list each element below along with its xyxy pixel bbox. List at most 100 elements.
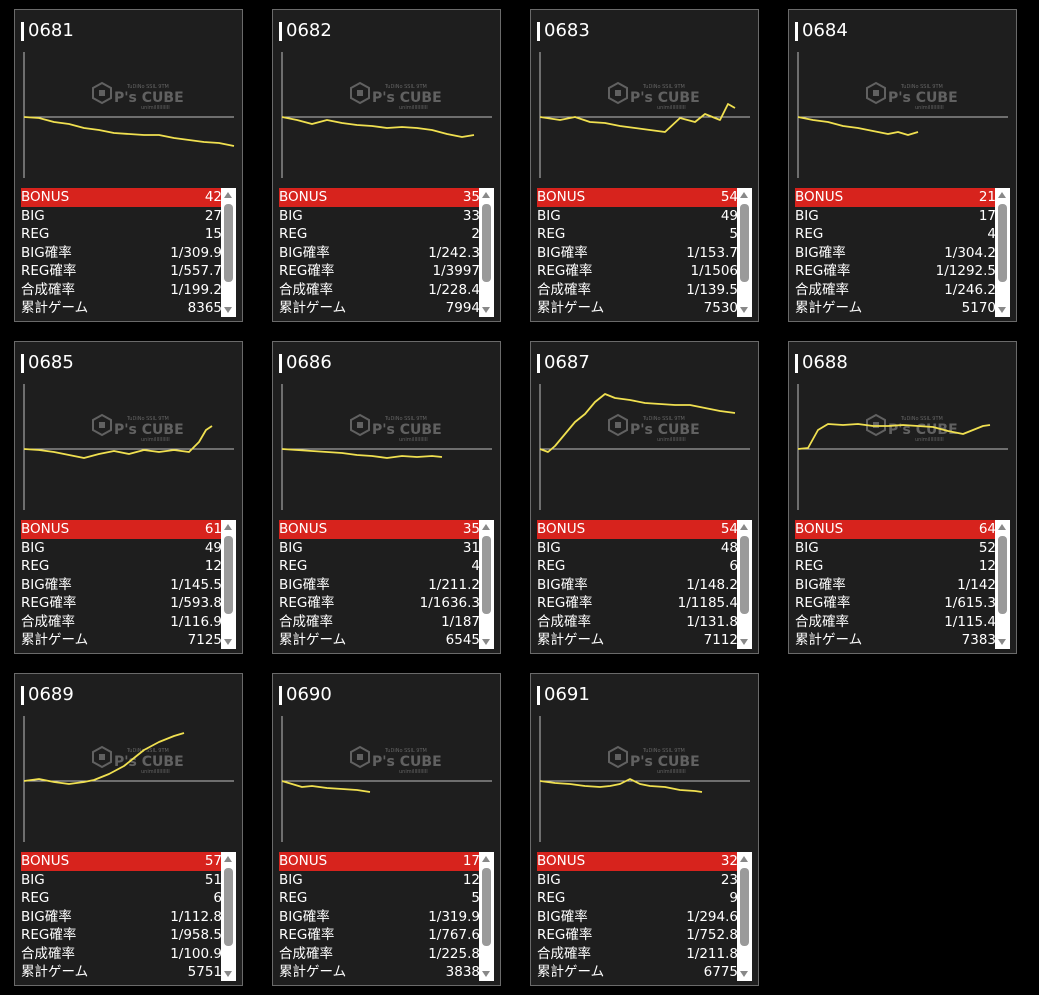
- stats-list[interactable]: BONUS 57 BIG 51 REG 6 BIG確率 1/112.8 REG確率 1/958.5…: [21, 852, 236, 981]
- scrollbar[interactable]: [737, 520, 752, 649]
- scroll-thumb[interactable]: [224, 868, 233, 946]
- scroll-up-arrow-icon[interactable]: [224, 524, 232, 530]
- scroll-down-arrow-icon[interactable]: [482, 639, 490, 645]
- stat-row-reg-rate: REG確率 1/1506: [537, 262, 740, 281]
- stat-label: 累計ゲーム: [279, 300, 347, 316]
- stats-list[interactable]: BONUS 54 BIG 48 REG 6 BIG確率 1/148.2 REG確率 1/1185.…: [537, 520, 752, 649]
- machine-card[interactable]: 0682 P's CUBE TuDiNo SSIL 9TM unimiIIIIIIII…: [272, 9, 501, 322]
- stat-label: REG: [279, 890, 308, 906]
- scrollbar[interactable]: [995, 520, 1010, 649]
- scroll-down-arrow-icon[interactable]: [740, 307, 748, 313]
- title-accent-bar: [537, 22, 540, 41]
- scroll-up-arrow-icon[interactable]: [482, 856, 490, 862]
- payout-graph: P's CUBE TuDiNo SSIL 9TM unimiIIIIIIIIII: [537, 382, 752, 510]
- stats-list[interactable]: BONUS 64 BIG 52 REG 12 BIG確率 1/142 REG確率 1/615.3 合…: [795, 520, 1010, 649]
- scroll-thumb[interactable]: [740, 204, 749, 282]
- stat-value: 1/228.4: [428, 281, 480, 298]
- stat-label: REG確率: [795, 263, 851, 279]
- watermark-brand: P's CUBE: [372, 422, 442, 438]
- scroll-up-arrow-icon[interactable]: [740, 192, 748, 198]
- machine-card[interactable]: 0687 P's CUBE TuDiNo SSIL 9TM unimiIIIIIIII…: [530, 341, 759, 654]
- machine-card[interactable]: 0688 P's CUBE TuDiNo SSIL 9TM unimiIIIIIIII…: [788, 341, 1017, 654]
- scroll-thumb[interactable]: [224, 204, 233, 282]
- stat-row-big-rate: BIG確率 1/153.7: [537, 244, 740, 263]
- scroll-thumb[interactable]: [998, 536, 1007, 614]
- scrollbar[interactable]: [995, 188, 1010, 317]
- machine-card[interactable]: 0684 P's CUBE TuDiNo SSIL 9TM unimiIIIIIIII…: [788, 9, 1017, 322]
- machine-card[interactable]: 0681 P's CUBE TuDiNo SSIL 9TM unimiIIIIIIII…: [14, 9, 243, 322]
- stat-value: 1/1185.4: [677, 595, 738, 611]
- stat-row-big-rate: BIG確率 1/319.9: [279, 908, 482, 927]
- scrollbar[interactable]: [479, 188, 494, 317]
- stats-list[interactable]: BONUS 61 BIG 49 REG 12 BIG確率 1/145.5 REG確率 1/593.…: [21, 520, 236, 649]
- scroll-up-arrow-icon[interactable]: [482, 192, 490, 198]
- machine-number: 0688: [802, 352, 848, 373]
- stat-value: 1/199.2: [170, 281, 222, 298]
- stat-label: 合成確率: [21, 613, 75, 630]
- machine-card[interactable]: 0686 P's CUBE TuDiNo SSIL 9TM unimiIIIIIIII…: [272, 341, 501, 654]
- stat-row-combined-rate: 合成確率 1/116.9: [21, 613, 224, 632]
- machine-number: 0690: [286, 684, 332, 705]
- stat-label: 合成確率: [795, 613, 849, 630]
- title-accent-bar: [21, 354, 24, 373]
- scroll-down-arrow-icon[interactable]: [482, 307, 490, 313]
- scroll-up-arrow-icon[interactable]: [224, 192, 232, 198]
- stat-row-big: BIG 51: [21, 871, 224, 890]
- scrollbar[interactable]: [221, 520, 236, 649]
- scroll-up-arrow-icon[interactable]: [224, 856, 232, 862]
- stats-list[interactable]: BONUS 42 BIG 27 REG 15 BIG確率 1/309.9 REG確率 1/557.…: [21, 188, 236, 317]
- stat-row-big: BIG 49: [21, 539, 224, 558]
- scroll-thumb[interactable]: [482, 868, 491, 946]
- stats-list[interactable]: BONUS 17 BIG 12 REG 5 BIG確率 1/319.9 REG確率 1/767.6…: [279, 852, 494, 981]
- scrollbar[interactable]: [479, 520, 494, 649]
- scroll-down-arrow-icon[interactable]: [224, 971, 232, 977]
- scroll-down-arrow-icon[interactable]: [998, 639, 1006, 645]
- scroll-down-arrow-icon[interactable]: [740, 971, 748, 977]
- scroll-up-arrow-icon[interactable]: [482, 524, 490, 530]
- title-accent-bar: [21, 686, 24, 705]
- machine-card[interactable]: 0685 P's CUBE TuDiNo SSIL 9TM unimiIIIIIIII…: [14, 341, 243, 654]
- stat-value: 1/752.8: [686, 927, 738, 943]
- stats-list[interactable]: BONUS 35 BIG 31 REG 4 BIG確率 1/211.2 REG確率 1/1636.…: [279, 520, 494, 649]
- stat-row-reg-rate: REG確率 1/1636.3: [279, 594, 482, 613]
- stats-list[interactable]: BONUS 54 BIG 49 REG 5 BIG確率 1/153.7 REG確率 1/1506 合…: [537, 188, 752, 317]
- stat-value: 1/153.7: [686, 244, 738, 261]
- scroll-up-arrow-icon[interactable]: [998, 524, 1006, 530]
- machine-card[interactable]: 0689 P's CUBE TuDiNo SSIL 9TM unimiIIIIIIII…: [14, 673, 243, 986]
- scrollbar[interactable]: [221, 852, 236, 981]
- scroll-thumb[interactable]: [482, 204, 491, 282]
- scrollbar[interactable]: [479, 852, 494, 981]
- stats-list[interactable]: BONUS 35 BIG 33 REG 2 BIG確率 1/242.3 REG確率 1/3997 合…: [279, 188, 494, 317]
- scroll-up-arrow-icon[interactable]: [740, 524, 748, 530]
- scroll-down-arrow-icon[interactable]: [224, 639, 232, 645]
- stat-label: 累計ゲーム: [279, 632, 347, 648]
- scroll-up-arrow-icon[interactable]: [740, 856, 748, 862]
- title-accent-bar: [279, 354, 282, 373]
- scroll-thumb[interactable]: [482, 536, 491, 614]
- scrollbar[interactable]: [221, 188, 236, 317]
- stat-label: BONUS: [21, 189, 70, 205]
- scroll-up-arrow-icon[interactable]: [998, 192, 1006, 198]
- watermark-bottom-text: unimiIIIIIIIIII: [657, 105, 686, 111]
- stats-list[interactable]: BONUS 32 BIG 23 REG 9 BIG確率 1/294.6 REG確率 1/752.8…: [537, 852, 752, 981]
- machine-card[interactable]: 0690 P's CUBE TuDiNo SSIL 9TM unimiIIIIIIII…: [272, 673, 501, 986]
- scroll-thumb[interactable]: [224, 536, 233, 614]
- scroll-thumb[interactable]: [740, 536, 749, 614]
- scroll-thumb[interactable]: [740, 868, 749, 946]
- scroll-thumb[interactable]: [998, 204, 1007, 282]
- scroll-down-arrow-icon[interactable]: [740, 639, 748, 645]
- scrollbar[interactable]: [737, 852, 752, 981]
- stat-value: 5170: [961, 300, 996, 316]
- machine-card[interactable]: 0691 P's CUBE TuDiNo SSIL 9TM unimiIIIIIIII…: [530, 673, 759, 986]
- machine-card[interactable]: 0683 P's CUBE TuDiNo SSIL 9TM unimiIIIIIIII…: [530, 9, 759, 322]
- scroll-down-arrow-icon[interactable]: [224, 307, 232, 313]
- scroll-down-arrow-icon[interactable]: [482, 971, 490, 977]
- scroll-down-arrow-icon[interactable]: [998, 307, 1006, 313]
- stat-row-reg-rate: REG確率 1/767.6: [279, 926, 482, 945]
- scrollbar[interactable]: [737, 188, 752, 317]
- stats-list[interactable]: BONUS 21 BIG 17 REG 4 BIG確率 1/304.2 REG確率 1/1292.…: [795, 188, 1010, 317]
- stat-row-reg: REG 6: [21, 889, 224, 908]
